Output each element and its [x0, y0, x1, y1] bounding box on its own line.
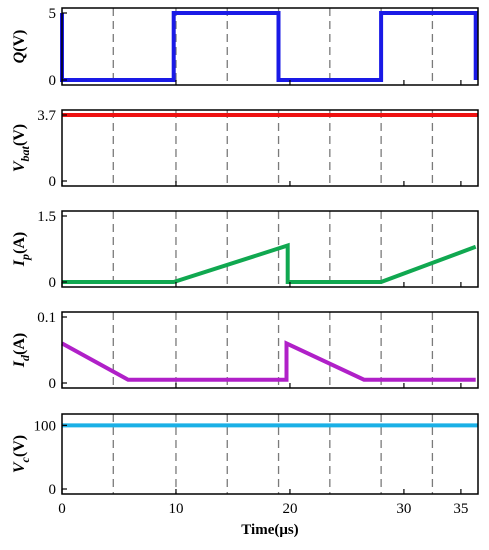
panel-1-ylabel-main: Q	[11, 51, 28, 63]
panel-2-ytick-label-2: 3.7	[37, 108, 56, 124]
panel-4-ytick-label-2: 0.1	[37, 310, 56, 326]
panel-2-ytick-label-1: 0	[49, 174, 57, 190]
xtick-label-4: 30	[396, 501, 411, 517]
panel-1-ylabel-unit: (V)	[11, 30, 28, 52]
panel-4-ylabel-main: I	[11, 360, 28, 368]
panel-4: 0 0.1 Id(A)	[11, 310, 479, 392]
panel-2-ylabel-sub: bat	[18, 145, 32, 161]
panel-4-frame	[61, 311, 479, 389]
panel-3-ylabel: Ip(A)	[11, 232, 32, 267]
panel-3-ytick-label-2: 1.5	[37, 209, 56, 225]
panel-2-frame	[61, 109, 479, 187]
panel-3-frame	[61, 210, 479, 288]
panel-5-ytick-label-1: 0	[49, 482, 57, 498]
xtick-label-1: 0	[58, 501, 66, 517]
panel-1-ylabel: Q(V)	[11, 30, 28, 64]
panel-2-ylabel-unit: (V)	[11, 124, 28, 146]
panel-1-series-line	[60, 11, 478, 82]
panel-5-ylabel-unit: (V)	[11, 435, 28, 457]
panel-4-ylabel-unit: (A)	[11, 333, 28, 355]
panel-3-series-line	[62, 242, 477, 284]
panel-5-frame	[61, 413, 479, 495]
panel-3-ylabel-main: I	[11, 259, 28, 267]
panel-1: 0 5 Q(V)	[11, 6, 479, 89]
xtick-label-5: 35	[453, 501, 468, 517]
panel-3-ylabel-unit: (A)	[11, 232, 28, 254]
panel-5-ylabel-sub: c	[18, 456, 32, 462]
panel-1-ytick-label-2: 5	[49, 6, 57, 22]
x-axis-label: Time(μs)	[241, 522, 298, 538]
panel-1-frame	[61, 7, 479, 86]
panel-5-ytick-label-2: 100	[34, 418, 57, 434]
xtick-label-3: 20	[282, 501, 297, 517]
panel-5-ylabel-main: V	[11, 461, 28, 473]
panel-2: 0 3.7 Vbat(V)	[11, 108, 479, 190]
panel-4-ylabel: Id(A)	[11, 333, 32, 368]
panel-2-ylabel-main: V	[11, 160, 28, 172]
panel-3: 0 1.5 Ip(A)	[11, 209, 479, 291]
panel-3-ytick-label-1: 0	[49, 275, 57, 291]
xtick-label-2: 10	[168, 501, 183, 517]
panel-2-ylabel: Vbat(V)	[11, 124, 32, 172]
panel-1-ytick-label-1: 0	[49, 73, 57, 89]
panel-4-series-line	[61, 340, 476, 382]
panel-4-ylabel-sub: d	[18, 354, 32, 361]
panel-4-ytick-label-1: 0	[49, 376, 57, 392]
panel-3-ylabel-sub: p	[18, 254, 32, 261]
panel-5-ylabel: Vc(V)	[11, 435, 32, 473]
